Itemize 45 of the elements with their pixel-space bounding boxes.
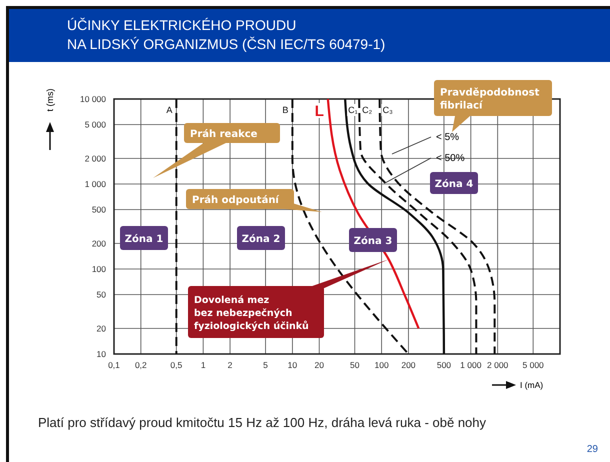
x-tick-label: 5 [263, 360, 268, 370]
series-label: B [282, 105, 288, 115]
y-tick-label: 500 [92, 204, 106, 215]
x-tick-label: 0,2 [134, 360, 148, 370]
annotation: Práh reakce [190, 129, 258, 140]
x-tick-label: 2 [228, 360, 233, 370]
x-tick-label: 0,5 [170, 360, 183, 370]
y-tick-label: 100 [92, 264, 106, 274]
annotation: Zóna 3 [354, 236, 392, 247]
series-label: C₂ [362, 105, 373, 115]
y-tick-label: 10 000 [80, 94, 106, 104]
series-label: C₃ [382, 105, 394, 115]
text: 29 [586, 444, 598, 455]
y-tick-label: 50 [96, 290, 106, 300]
x-tick-label: 10 [288, 360, 298, 370]
y-tick-label: 1 000 [84, 179, 106, 189]
annotation: Pravděpodobnost fibrilací [440, 88, 540, 112]
annotation: Zóna 1 [124, 234, 164, 245]
x-tick-label: 0,1 [108, 360, 120, 370]
annotation: Dovolená mez bez nebezpečných fyziologických účinků [194, 295, 309, 332]
series-label: A [166, 105, 172, 115]
y-axis-title: t (ms) [45, 88, 55, 112]
x-tick-label: 200 [401, 360, 416, 370]
series-label: C₁ [348, 105, 358, 115]
x-axis-title: I (mA) [520, 380, 544, 390]
series-label: L [314, 103, 324, 120]
x-tick-label: 500 [436, 360, 452, 370]
annotation: < 5% [436, 132, 460, 143]
x-tick-label: 100 [374, 360, 389, 370]
x-tick-label: 50 [350, 360, 360, 370]
x-tick-label: 1 [200, 360, 206, 370]
annotation: Práh odpoutání [192, 195, 280, 206]
y-tick-label: 10 [96, 349, 106, 359]
x-tick-label: 5 000 [522, 360, 544, 370]
x-tick-label: 1 000 [460, 360, 482, 370]
chart-title: ÚČINKY ELEKTRICKÉHO PROUDU NA LIDSKÝ ORGANIZMUS (ČSN IEC/TS 60479-1) [67, 17, 386, 52]
y-tick-label: 20 [96, 323, 106, 334]
text: Platí pro střídavý proud kmitočtu 15 Hz až 100 Hz, dráha levá ruka - obě nohy [38, 415, 487, 430]
annotation: Zóna 4 [434, 179, 474, 190]
x-tick-label: 2 000 [487, 360, 509, 370]
x-tick-label: 20 [314, 360, 324, 370]
y-tick-label: 5 000 [84, 120, 106, 130]
y-tick-label: 2 000 [84, 153, 106, 164]
annotation: Zóna 2 [242, 234, 280, 245]
y-tick-label: 200 [92, 238, 106, 248]
